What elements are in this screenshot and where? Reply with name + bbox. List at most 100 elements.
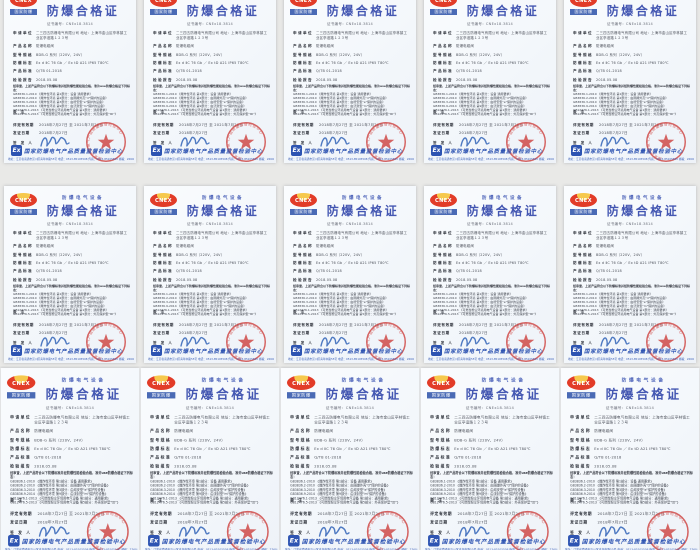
certificate-thumbnail[interactable]: CNEX 国家防爆 防爆电气设备 防爆合格证 证书编号：CNEx18.3814 … bbox=[560, 0, 700, 183]
certificate-thumbnail[interactable]: CNEX 国家防爆 防爆电气设备 防爆合格证 证书编号：CNEx18.3814 … bbox=[140, 0, 280, 183]
signature-scribble bbox=[458, 526, 490, 537]
cnex-logo-subtext: 国家防爆 bbox=[570, 209, 597, 215]
issue-date-label: 发证日期 bbox=[573, 331, 590, 335]
standard-line: GB12476.1-2013 《可燃性粉尘环境用电气设备 第1部分：通用要求》 bbox=[573, 307, 669, 312]
validity-label: 评定有效期 bbox=[293, 123, 314, 127]
field-label: 产品标准 bbox=[573, 269, 593, 274]
certificate-thumbnail[interactable]: CNEX 国家防爆 防爆电气设备 防爆合格证 证书编号：CNEx18.3814 … bbox=[0, 183, 140, 366]
field-label: 产品标准 bbox=[153, 269, 173, 274]
certificate-thumbnail[interactable]: CNEX 国家防爆 防爆电气设备 防爆合格证 证书编号：CNEx18.3814 … bbox=[140, 183, 280, 366]
standard-line: GB12476.1-2013 《可燃性粉尘环境用电气设备 第1部分：通用要求》 bbox=[290, 495, 391, 501]
certificate-fields: 申请单位 二三四五防爆电气有限公司 地址：上海市金山区亭林镇工业区亭谊路１２３号… bbox=[153, 231, 270, 286]
certificate-thumbnail[interactable]: CNEX 国家防爆 防爆电气设备 防爆合格证 证书编号：CNEx18.3814 … bbox=[280, 183, 420, 366]
standard-line: GB3836.3-2010 《爆炸性环境 第3部分：由增安型"e"保护的设备》 bbox=[150, 487, 247, 492]
certificate-thumbnail[interactable]: CNEX 国家防爆 防爆电气设备 防爆合格证 证书编号：CNEx18.3814 … bbox=[280, 0, 420, 183]
certificate-fields: 申请单位 二三四五防爆电气有限公司 地址：上海市金山区亭林镇工业区亭谊路１２３号… bbox=[293, 231, 410, 286]
field-product-standard: 产品标准 Q/TB 01-2018 bbox=[573, 69, 690, 74]
standard-line: GB3836.9-2014 《爆炸性环境 第9部分：由浇封型"m"保护的设备》 bbox=[10, 491, 108, 496]
field-label: 检验报告 bbox=[433, 77, 453, 82]
statement-lead: 经审查，上述产品符合以下防爆标准并经防爆性能检验合格，准许use防爆合格证下列标… bbox=[573, 284, 690, 292]
standards-statement: 经审查，上述产品符合以下防爆标准并经防爆性能检验合格，准许use防爆合格证下列标… bbox=[153, 84, 271, 117]
field-test-report: 检验报告 2018.05.08 bbox=[433, 78, 550, 83]
issuing-org-name: 国家防爆电气产品质量监督检验中心 bbox=[301, 539, 406, 546]
cnex-logo-text: CNEX bbox=[10, 0, 37, 7]
certificate-thumbnail[interactable]: CNEX 国家防爆 防爆电气设备 防爆合格证 证书编号：CNEx18.3814 … bbox=[420, 366, 560, 550]
cnex-logo-subtext: 国家防爆 bbox=[147, 392, 176, 399]
field-label: 产品标准 bbox=[433, 269, 453, 274]
field-applicant: 申请单位 二三四五防爆电气有限公司 地址：上海市金山区亭林镇工业区亭谊路１２３号 bbox=[573, 31, 690, 41]
standard-line: GB3836.9-2014 《爆炸性环境 第9部分：由浇封型"m"保护的设备》 bbox=[13, 103, 107, 108]
standard-line: GB12476.5-2013 《可燃性粉尘环境用电气设备 第5部分：外壳保护型"… bbox=[293, 311, 398, 316]
cnex-logo-icon: CNEX 国家防爆 bbox=[10, 0, 37, 15]
validity-value: 2018年7月27日 至 2021年7月26日 bbox=[319, 323, 384, 327]
certificate-title: 防爆合格证 bbox=[606, 4, 680, 18]
field-applicant: 申请单位 二三四五防爆电气有限公司 地址：上海市金山区亭林镇工业区亭谊路１２３号 bbox=[570, 415, 693, 426]
issue-date-label: 发证日期 bbox=[153, 131, 170, 135]
org-contact-line: 地址：江苏省南通市崇川区青年中路55号 电话：0513-85105508 传真：… bbox=[428, 157, 554, 161]
field-label: 防爆标志 bbox=[570, 446, 592, 451]
field-ex-marking: 防爆标志 Ex d ⅡC T6 Gb ／ Ex tD A21 IP65 T80℃ bbox=[13, 261, 130, 266]
cnex-logo-icon: CNEX 国家防爆 bbox=[290, 0, 317, 15]
cnex-logo-text: CNEX bbox=[570, 0, 597, 7]
standard-line: GB12476.5-2013 《可燃性粉尘环境用电气设备 第5部分：外壳保护型"… bbox=[433, 111, 538, 116]
certificate-page: CNEX 国家防爆 防爆电气设备 防爆合格证 证书编号：CNEx18.3814 … bbox=[4, 186, 136, 363]
field-value: BDB-G 系列（220V、24V） bbox=[454, 438, 506, 443]
field-value: 2018.05.08 bbox=[176, 77, 198, 82]
official-stamp-icon: 国家防爆电气产品质量监督检验中心 bbox=[366, 510, 409, 550]
signature-scribble bbox=[318, 526, 350, 537]
field-label: 产品标准 bbox=[13, 69, 33, 74]
standard-line: GB3836.1-2010 《爆炸性环境 第1部分：设备 通用要求》 bbox=[290, 479, 374, 484]
field-product-name: 产品名称 防爆电磁阀 bbox=[433, 44, 550, 49]
remark-value: —————— bbox=[318, 110, 340, 114]
issuing-org-name: 国家防爆电气产品质量监督检验中心 bbox=[24, 349, 124, 355]
field-applicant: 申请单位 二三四五防爆电气有限公司 地址：上海市金山区亭林镇工业区亭谊路１２３号 bbox=[433, 31, 550, 41]
certificate-thumbnail[interactable]: CNEX 国家防爆 防爆电气设备 防爆合格证 证书编号：CNEx18.3814 … bbox=[560, 183, 700, 366]
certificate-thumbnail[interactable]: CNEX 国家防爆 防爆电气设备 防爆合格证 证书编号：CNEx18.3814 … bbox=[560, 366, 700, 550]
cnex-logo-subtext: 国家防爆 bbox=[290, 209, 317, 215]
standard-line: GB3836.2-2010 《爆炸性环境 第2部分：由隔爆外壳"d"保护的设备》 bbox=[293, 95, 389, 100]
field-test-report: 检验报告 2018.05.08 bbox=[153, 278, 270, 283]
standard-line: GB12476.5-2013 《可燃性粉尘环境用电气设备 第5部分：外壳保护型"… bbox=[433, 311, 538, 316]
standard-line: GB3836.3-2010 《爆炸性环境 第3部分：由增安型"e"保护的设备》 bbox=[153, 99, 246, 104]
cnex-logo-icon: CNEX 国家防爆 bbox=[150, 193, 177, 215]
standard-line: GB3836.3-2010 《爆炸性环境 第3部分：由增安型"e"保护的设备》 bbox=[153, 299, 246, 304]
standard-line: GB12476.1-2013 《可燃性粉尘环境用电气设备 第1部分：通用要求》 bbox=[430, 495, 531, 501]
org-contact-line: 地址：江苏省南通市崇川区青年中路55号 电话：0513-85105508 传真：… bbox=[148, 357, 274, 361]
certificate-thumbnail[interactable]: CNEX 国家防爆 防爆电气设备 防爆合格证 证书编号：CNEx18.3814 … bbox=[140, 366, 280, 550]
certificate-fields: 申请单位 二三四五防爆电气有限公司 地址：上海市金山区亭林镇工业区亭谊路１２３号… bbox=[13, 231, 130, 286]
field-label: 检验报告 bbox=[10, 464, 32, 469]
certificate-thumbnail[interactable]: CNEX 国家防爆 防爆电气设备 防爆合格证 证书编号：CNEx18.3814 … bbox=[0, 366, 140, 550]
certificate-thumbnail[interactable]: CNEX 国家防爆 防爆电气设备 防爆合格证 证书编号：CNEx18.3814 … bbox=[420, 183, 560, 366]
statement-lead: 经审查，上述产品符合以下防爆标准并经防爆性能检验合格，准许use防爆合格证下列标… bbox=[293, 284, 410, 292]
certificate-thumbnail[interactable]: CNEX 国家防爆 防爆电气设备 防爆合格证 证书编号：CNEx18.3814 … bbox=[280, 366, 420, 550]
remark-label: 备 注 bbox=[570, 498, 584, 503]
field-label: 产品名称 bbox=[433, 44, 453, 49]
field-value: Q/TB 01-2018 bbox=[316, 269, 342, 274]
field-label: 防爆标志 bbox=[10, 446, 32, 451]
field-label: 型号规格 bbox=[573, 252, 593, 257]
signer-label: 签 发 人 bbox=[573, 341, 594, 345]
standard-line: GB12476.1-2013 《可燃性粉尘环境用电气设备 第1部分：通用要求》 bbox=[293, 107, 389, 112]
issue-date-row: 发证日期 2018年7月27日 bbox=[13, 331, 68, 336]
field-label: 申请单位 bbox=[153, 231, 173, 235]
remark-value: —————— bbox=[178, 110, 200, 114]
standard-line: GB3836.9-2014 《爆炸性环境 第9部分：由浇封型"m"保护的设备》 bbox=[13, 303, 107, 308]
statement-lead: 经审查，上述产品符合以下防爆标准并经防爆性能检验合格，准许use防爆合格证下列标… bbox=[433, 284, 550, 292]
certificate-supertitle: 防爆电气设备 bbox=[621, 378, 666, 384]
field-product-name: 产品名称 防爆电磁阀 bbox=[10, 429, 133, 434]
standard-line: GB3836.1-2010 《爆炸性环境 第1部分：设备 通用要求》 bbox=[433, 291, 513, 296]
cnex-logo-text: CNEX bbox=[10, 193, 37, 207]
field-applicant: 申请单位 二三四五防爆电气有限公司 地址：上海市金山区亭林镇工业区亭谊路１２３号 bbox=[153, 31, 270, 41]
certificate-thumbnail[interactable]: CNEX 国家防爆 防爆电气设备 防爆合格证 证书编号：CNEx18.3814 … bbox=[420, 0, 560, 183]
standard-line: GB3836.1-2010 《爆炸性环境 第1部分：设备 通用要求》 bbox=[153, 291, 233, 296]
field-label: 产品标准 bbox=[153, 69, 173, 74]
certificate-title: 防爆合格证 bbox=[605, 386, 682, 402]
standard-line: GB3836.9-2014 《爆炸性环境 第9部分：由浇封型"m"保护的设备》 bbox=[150, 491, 248, 496]
ex-mark-icon: Ex bbox=[431, 145, 442, 156]
validity-value: 2018年7月27日 至 2021年7月26日 bbox=[317, 511, 385, 517]
certificate-thumbnail[interactable]: CNEX 国家防爆 防爆电气设备 防爆合格证 证书编号：CNEx18.3814 … bbox=[0, 0, 140, 183]
standard-line: GB12476.1-2013 《可燃性粉尘环境用电气设备 第1部分：通用要求》 bbox=[150, 495, 251, 501]
signature-scribble bbox=[460, 336, 490, 347]
org-contact-line: 地址：江苏省南通市崇川区青年中路55号 电话：0513-85105508 传真：… bbox=[4, 547, 138, 550]
field-label: 产品名称 bbox=[153, 244, 173, 249]
